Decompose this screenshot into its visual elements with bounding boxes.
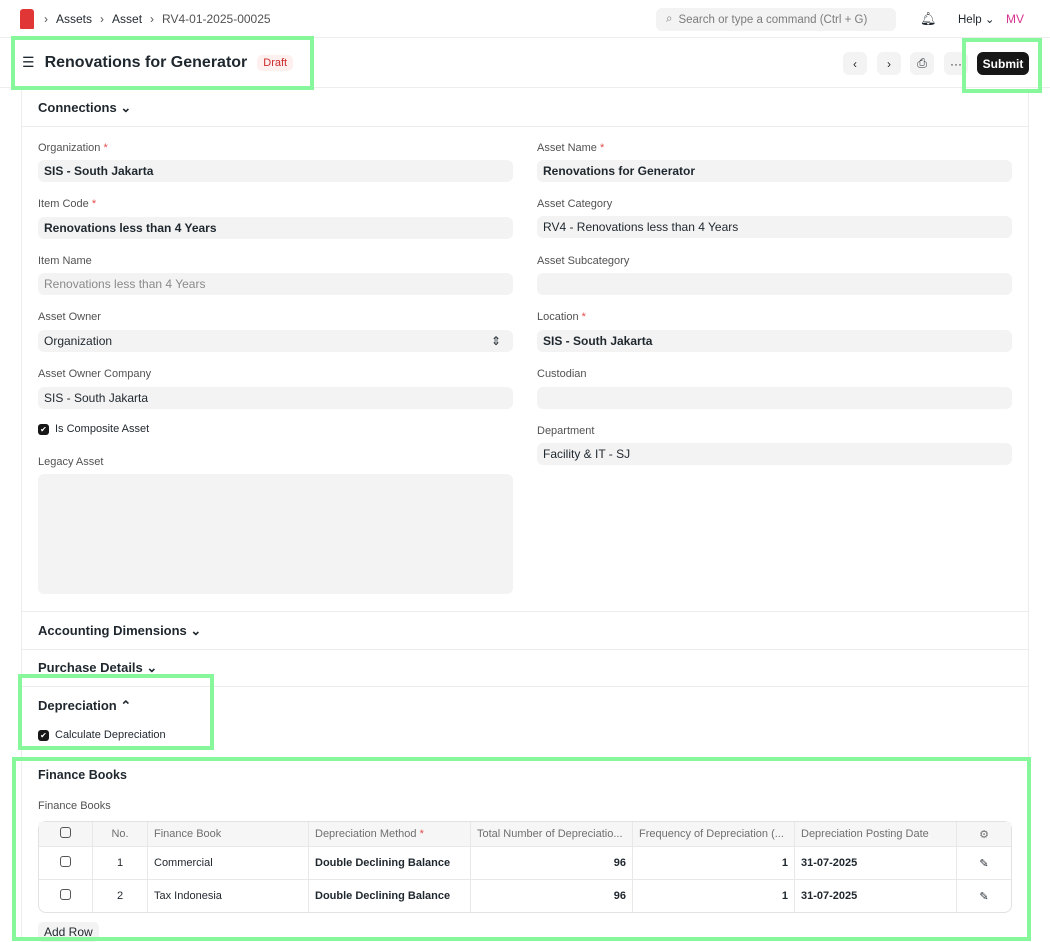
select-all-checkbox[interactable] [60, 827, 71, 838]
help-label: Help [958, 14, 982, 26]
print-icon[interactable]: ⎙ [910, 52, 934, 75]
custodian-label: Custodian [537, 368, 587, 380]
custodian-field[interactable] [537, 387, 1012, 409]
col-posting-date: Depreciation Posting Date [795, 822, 957, 846]
row-method[interactable]: Double Declining Balance [309, 846, 471, 879]
chevron-right-icon: › [100, 11, 105, 26]
item-name-label: Item Name [38, 255, 92, 267]
row-no: 1 [93, 846, 148, 879]
select-arrows-icon: ⇕ [490, 334, 501, 348]
row-date[interactable]: 31-07-2025 [795, 879, 957, 912]
asset-owner-label: Asset Owner [38, 311, 101, 323]
chevron-down-icon: ⌄ [146, 660, 158, 675]
location-field[interactable]: SIS - South Jakarta [537, 330, 1012, 352]
search-icon: ⌕ [666, 13, 673, 25]
finance-books-label: Finance Books [38, 800, 111, 812]
row-finance-book[interactable]: Commercial [148, 846, 309, 879]
submit-button[interactable]: Submit [977, 52, 1029, 75]
department-label: Department [537, 425, 595, 437]
edit-pencil-icon[interactable]: ✎ [957, 879, 1011, 912]
navbar: › Assets › Asset › RV4-01-2025-00025 ⌕ Se… [0, 0, 1050, 38]
section-purchase-details[interactable]: Purchase Details ⌄ [38, 660, 158, 675]
help-menu[interactable]: Help ⌄ [958, 14, 995, 26]
row-method[interactable]: Double Declining Balance [309, 879, 471, 912]
col-total-depreciations: Total Number of Depreciatio... [471, 822, 633, 846]
organization-label: Organization * [38, 142, 108, 154]
asset-owner-company-label: Asset Owner Company [38, 368, 152, 380]
legacy-asset-textarea[interactable] [38, 474, 513, 594]
menu-icon[interactable]: ☰ [22, 54, 35, 70]
is-composite-checkbox[interactable]: ✔ Is Composite Asset [38, 423, 149, 435]
row-finance-book[interactable]: Tax Indonesia [148, 879, 309, 912]
status-badge: Draft [257, 54, 294, 71]
item-code-label: Item Code * [38, 198, 97, 210]
col-finance-book: Finance Book [148, 822, 309, 846]
chevron-down-icon: ⌄ [190, 623, 202, 638]
item-code-field[interactable]: Renovations less than 4 Years [38, 217, 513, 239]
section-connections[interactable]: Connections ⌄ [38, 100, 132, 115]
section-finance-books: Finance Books [38, 768, 127, 782]
search-placeholder: Search or type a command (Ctrl + G) [678, 13, 868, 26]
form-card [21, 89, 1029, 941]
app-logo[interactable] [20, 8, 34, 29]
section-accounting-dimensions[interactable]: Accounting Dimensions ⌄ [38, 623, 202, 638]
avatar[interactable]: MV [1006, 12, 1024, 26]
edit-pencil-icon[interactable]: ✎ [957, 846, 1011, 879]
row-frequency[interactable]: 1 [633, 846, 795, 879]
row-frequency[interactable]: 1 [633, 879, 795, 912]
asset-subcategory-label: Asset Subcategory [537, 255, 630, 267]
row-total[interactable]: 96 [471, 846, 633, 879]
asset-category-label: Asset Category [537, 198, 613, 210]
table-row[interactable]: 2 Tax Indonesia Double Declining Balance… [39, 879, 1011, 912]
department-field[interactable]: Facility & IT - SJ [537, 443, 1012, 465]
organization-field[interactable]: SIS - South Jakarta [38, 160, 513, 182]
calculate-depreciation-checkbox[interactable]: ✔ Calculate Depreciation [38, 729, 166, 741]
finance-books-table: No. Finance Book Depreciation Method * T… [38, 821, 1012, 913]
checkbox-checked-icon: ✔ [38, 730, 49, 741]
asset-owner-select[interactable]: Organization ⇕ [38, 330, 513, 352]
asset-name-field[interactable]: Renovations for Generator [537, 160, 1012, 182]
asset-subcategory-field[interactable] [537, 273, 1012, 295]
row-total[interactable]: 96 [471, 879, 633, 912]
col-no: No. [93, 822, 148, 846]
section-depreciation[interactable]: Depreciation ⌃ [38, 698, 132, 713]
add-row-button[interactable]: Add Row [38, 922, 99, 942]
legacy-asset-label: Legacy Asset [38, 456, 104, 468]
page-title: Renovations for Generator [44, 53, 248, 71]
col-frequency: Frequency of Depreciation (... [633, 822, 795, 846]
previous-button[interactable]: ‹ [843, 52, 867, 75]
location-label: Location * [537, 311, 586, 323]
search-input[interactable]: ⌕ Search or type a command (Ctrl + G) [656, 8, 896, 31]
chevron-up-icon: ⌃ [120, 698, 132, 713]
row-checkbox[interactable] [60, 889, 71, 900]
more-options-button[interactable]: ··· [944, 52, 968, 75]
chevron-right-icon: › [44, 11, 48, 26]
breadcrumb-assets[interactable]: Assets [56, 11, 93, 26]
chevron-right-icon: › [150, 11, 155, 26]
asset-category-field[interactable]: RV4 - Renovations less than 4 Years [537, 216, 1012, 238]
row-checkbox[interactable] [60, 856, 71, 867]
chevron-down-icon: ⌄ [120, 100, 132, 115]
checkbox-checked-icon: ✔ [38, 424, 49, 435]
next-button[interactable]: › [877, 52, 901, 75]
row-no: 2 [93, 879, 148, 912]
asset-owner-company-field[interactable]: SIS - South Jakarta [38, 387, 513, 409]
table-row[interactable]: 1 Commercial Double Declining Balance 96… [39, 846, 1011, 879]
settings-gear-icon[interactable]: ⚙ [957, 822, 1011, 846]
page-header: ☰ Renovations for Generator Draft [0, 38, 1050, 88]
row-date[interactable]: 31-07-2025 [795, 846, 957, 879]
asset-name-label: Asset Name * [537, 142, 605, 154]
item-name-field: Renovations less than 4 Years [38, 273, 513, 295]
breadcrumb-asset[interactable]: Asset [112, 11, 143, 26]
bell-icon[interactable]: 🔔︎ [920, 11, 937, 26]
col-depreciation-method: Depreciation Method * [309, 822, 471, 846]
breadcrumb-current[interactable]: RV4-01-2025-00025 [162, 11, 271, 26]
